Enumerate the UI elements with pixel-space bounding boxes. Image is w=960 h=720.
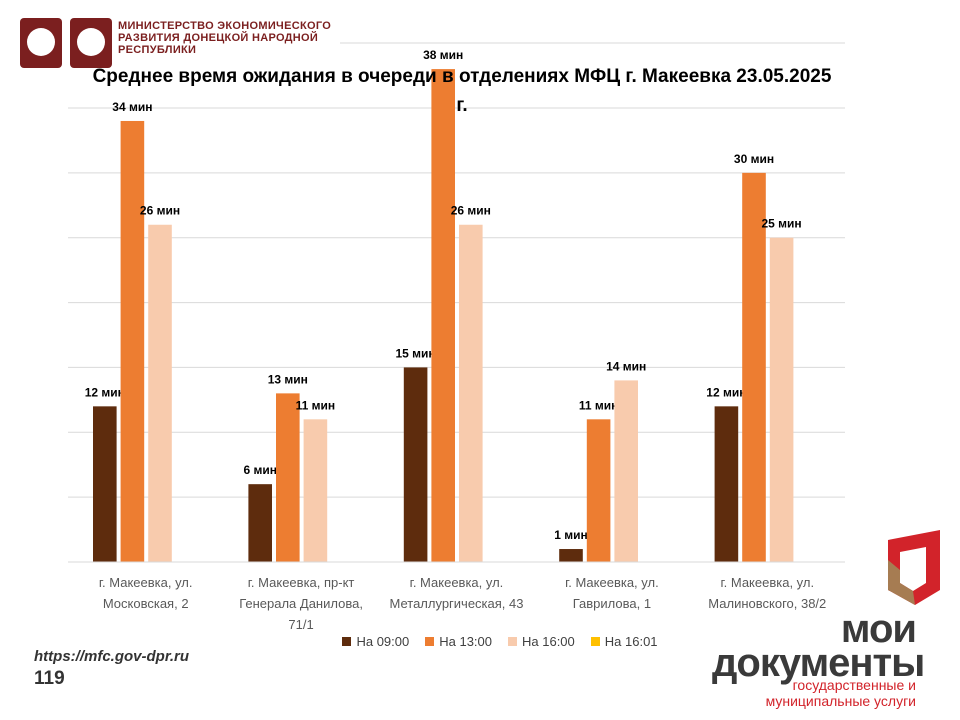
legend-swatch xyxy=(508,637,517,646)
bar xyxy=(303,419,328,562)
data-label: 12 мин xyxy=(85,385,125,399)
data-label: 6 мин xyxy=(243,463,277,477)
legend-swatch xyxy=(590,637,600,646)
bar xyxy=(431,69,455,562)
bar xyxy=(403,367,428,562)
bar xyxy=(559,549,583,562)
data-label: 25 мин xyxy=(762,217,802,231)
legend-label: На 16:01 xyxy=(604,634,658,649)
legend-label: На 13:00 xyxy=(439,634,492,649)
bar xyxy=(459,224,483,562)
emblem-icon xyxy=(77,28,105,56)
data-label: 15 мин xyxy=(396,346,436,360)
data-label: 11 мин xyxy=(579,398,619,412)
data-label: 38 мин xyxy=(423,48,463,62)
bar xyxy=(276,393,300,562)
brand-logo-inner xyxy=(900,547,926,591)
data-label: 26 мин xyxy=(451,204,491,218)
emblem-icon xyxy=(27,28,55,56)
brand: мои документы xyxy=(712,607,925,685)
data-label: 34 мин xyxy=(112,100,152,114)
tagline: государственные и муниципальные услуги xyxy=(765,677,916,709)
data-label: 14 мин xyxy=(606,359,646,373)
bar xyxy=(148,224,172,562)
x-tick-label: г. Макеевка, пр-кт Генерала Данилова, 71… xyxy=(239,575,363,632)
legend-item: На 16:00 xyxy=(508,634,575,649)
page-number: 119 xyxy=(34,668,65,689)
legend-item: На 13:00 xyxy=(425,634,492,649)
x-tick-label: г. Макеевка, ул. Гаврилова, 1 xyxy=(565,575,659,611)
data-label: 30 мин xyxy=(734,152,774,166)
data-label: 12 мин xyxy=(706,385,746,399)
bar xyxy=(120,120,145,562)
legend-item: На 16:01 xyxy=(590,634,658,649)
chart-title: Среднее время ожидания в очереди в отдел… xyxy=(92,66,832,116)
bar xyxy=(614,380,638,562)
bar xyxy=(248,484,272,562)
legend-item: На 09:00 xyxy=(342,634,409,649)
data-label: 26 мин xyxy=(140,204,180,218)
legend-label: На 16:00 xyxy=(522,634,575,649)
legend-swatch xyxy=(425,637,435,646)
data-label: 11 мин xyxy=(296,398,336,412)
legend: На 09:00 На 13:00 На 16:00 На 16:01 xyxy=(250,634,750,649)
legend-label: На 09:00 xyxy=(356,634,410,649)
x-tick-label: г. Макеевка, ул. Московская, 2 xyxy=(98,575,193,611)
legend-swatch xyxy=(342,637,352,646)
x-tick-label: г. Макеевка, ул. Металлургическая, 43 xyxy=(389,575,524,611)
url: https://mfc.gov-dpr.ru xyxy=(34,648,189,665)
bar xyxy=(586,419,611,562)
bar xyxy=(769,237,794,562)
bar xyxy=(742,172,766,562)
bar xyxy=(714,406,739,562)
organization: МИНИСТЕРСТВО ЭКОНОМИЧЕСКОГО РАЗВИТИЯ ДОН… xyxy=(118,20,332,56)
bar xyxy=(93,406,117,562)
brand-logo-part xyxy=(888,560,915,605)
data-label: 13 мин xyxy=(268,372,308,386)
x-tick-label: г. Макеевка, ул. Малиновского, 38/2 xyxy=(708,575,827,611)
data-label: 1 мин xyxy=(554,528,588,542)
